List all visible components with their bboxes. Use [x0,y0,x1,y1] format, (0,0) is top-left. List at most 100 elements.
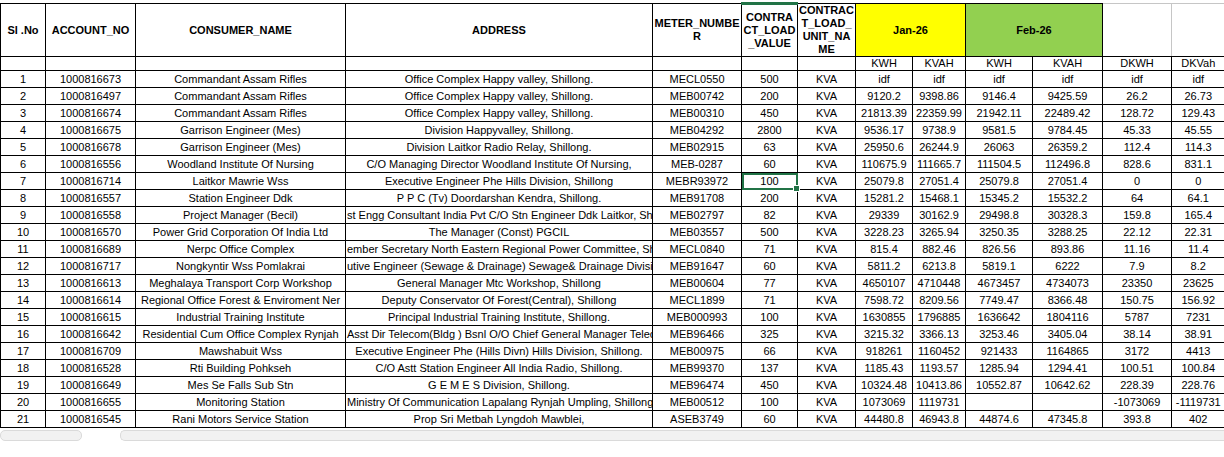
cell-jan-kvah[interactable]: 111665.7 [913,156,966,173]
cell-feb-kvah[interactable]: 893.86 [1033,241,1103,258]
cell-jan-kvah[interactable]: 30162.9 [913,207,966,224]
cell-dkwh[interactable]: 228.39 [1103,377,1172,394]
cell-dkwh[interactable]: 22.12 [1103,224,1172,241]
cell-sl-no[interactable]: 18 [1,360,46,377]
cell-dkwh[interactable]: 45.33 [1103,122,1172,139]
cell-sl-no[interactable]: 12 [1,258,46,275]
cell-meter-number[interactable]: MEB96474 [653,377,742,394]
cell-sl-no[interactable]: 11 [1,241,46,258]
cell-address[interactable]: Executive Engineer Phe (Hills Divn) Hill… [346,343,653,360]
cell-feb-kwh[interactable]: 1285.94 [966,360,1033,377]
cell-jan-kwh[interactable]: idf [856,71,913,88]
cell-jan-kvah[interactable]: 6213.8 [913,258,966,275]
cell-jan-kwh[interactable]: 815.4 [856,241,913,258]
subheader-blank[interactable] [136,57,346,71]
cell-meter-number[interactable]: MEB00742 [653,88,742,105]
cell-feb-kwh[interactable] [966,394,1033,411]
cell-jan-kwh[interactable]: 15281.2 [856,190,913,207]
cell-feb-kvah[interactable]: 112496.8 [1033,156,1103,173]
cell-feb-kwh[interactable]: 5819.1 [966,258,1033,275]
cell-jan-kvah[interactable]: 1193.57 [913,360,966,377]
cell-jan-kvah[interactable]: 10413.86 [913,377,966,394]
cell-jan-kvah[interactable]: 882.46 [913,241,966,258]
cell-address[interactable]: P P C (Tv) Doordarshan Kendra, Shillong. [346,190,653,207]
cell-consumer-name[interactable]: Meghalaya Transport Corp Workshop [136,275,346,292]
cell-feb-kvah[interactable] [1033,394,1103,411]
cell-feb-kwh[interactable]: 29498.8 [966,207,1033,224]
cell-account-no[interactable]: 1000816689 [46,241,136,258]
cell-feb-kwh[interactable]: 7749.47 [966,292,1033,309]
cell-dkwh[interactable]: 393.8 [1103,411,1172,428]
col-header-jan-26[interactable]: Jan-26 [856,4,966,57]
cell-feb-kwh[interactable]: 15345.2 [966,190,1033,207]
cell-sl-no[interactable]: 17 [1,343,46,360]
cell-feb-kvah[interactable]: 3288.25 [1033,224,1103,241]
cell-contract-load-unit-name[interactable]: KVA [798,190,856,207]
cell-contract-load-value[interactable]: 325 [742,326,798,343]
subheader-blank[interactable] [653,57,742,71]
cell-consumer-name[interactable]: Industrial Training Institute [136,309,346,326]
cell-jan-kwh[interactable]: 918261 [856,343,913,360]
cell-meter-number[interactable]: MEB02797 [653,207,742,224]
cell-jan-kvah[interactable]: 22359.99 [913,105,966,122]
cell-dkvah[interactable]: 26.73 [1172,88,1224,105]
cell-dkwh[interactable]: 828.6 [1103,156,1172,173]
cell-sl-no[interactable]: 4 [1,122,46,139]
cell-consumer-name[interactable]: Project Manager (Becil) [136,207,346,224]
cell-dkwh[interactable]: 5787 [1103,309,1172,326]
cell-contract-load-unit-name[interactable]: KVA [798,122,856,139]
cell-contract-load-unit-name[interactable]: KVA [798,326,856,343]
cell-meter-number[interactable]: MEB99370 [653,360,742,377]
cell-address[interactable]: utive Engineer (Sewage & Drainage) Sewag… [346,258,653,275]
cell-feb-kvah[interactable]: 30328.3 [1033,207,1103,224]
cell-feb-kvah[interactable]: 27051.4 [1033,173,1103,190]
cell-jan-kwh[interactable]: 21813.39 [856,105,913,122]
cell-contract-load-unit-name[interactable]: KVA [798,309,856,326]
cell-consumer-name[interactable]: Laitkor Mawrie Wss [136,173,346,190]
cell-feb-kwh[interactable]: 9146.4 [966,88,1033,105]
cell-dkvah[interactable]: -1119731 [1172,394,1224,411]
cell-contract-load-value[interactable]: 137 [742,360,798,377]
cell-sl-no[interactable]: 6 [1,156,46,173]
cell-address[interactable]: Ministry Of Communication Lapalang Rynja… [346,394,653,411]
cell-consumer-name[interactable]: Woodland Institute Of Nursing [136,156,346,173]
cell-jan-kwh[interactable]: 29339 [856,207,913,224]
cell-feb-kvah[interactable]: idf [1033,71,1103,88]
cell-address[interactable]: General Manager Mtc Workshop, Shillong [346,275,653,292]
cell-account-no[interactable]: 1000816675 [46,122,136,139]
cell-dkwh[interactable]: 100.51 [1103,360,1172,377]
cell-dkvah[interactable]: 7231 [1172,309,1224,326]
cell-meter-number[interactable]: MEB000993 [653,309,742,326]
cell-feb-kwh[interactable]: 26063 [966,139,1033,156]
cell-consumer-name[interactable]: Nerpc Office Complex [136,241,346,258]
cell-address[interactable]: Division Laitkor Radio Relay, Shillong. [346,139,653,156]
cell-account-no[interactable]: 1000816615 [46,309,136,326]
cell-dkvah[interactable]: 11.4 [1172,241,1224,258]
cell-meter-number[interactable]: MEB91647 [653,258,742,275]
cell-consumer-name[interactable]: Monitoring Station [136,394,346,411]
cell-address[interactable]: Office Complex Happy valley, Shillong. [346,88,653,105]
cell-account-no[interactable]: 1000816649 [46,377,136,394]
cell-contract-load-value[interactable]: 71 [742,292,798,309]
cell-meter-number[interactable]: MEB00512 [653,394,742,411]
subheader-jan-kvah[interactable]: KVAH [913,57,966,71]
cell-feb-kvah[interactable]: 3405.04 [1033,326,1103,343]
cell-feb-kvah[interactable]: 47345.8 [1033,411,1103,428]
cell-sl-no[interactable]: 21 [1,411,46,428]
cell-jan-kvah[interactable]: 27051.4 [913,173,966,190]
cell-feb-kvah[interactable]: 1294.41 [1033,360,1103,377]
cell-sl-no[interactable]: 5 [1,139,46,156]
cell-consumer-name[interactable]: Station Engineer Ddk [136,190,346,207]
cell-contract-load-value[interactable]: 500 [742,224,798,241]
cell-feb-kwh[interactable]: 4673457 [966,275,1033,292]
cell-consumer-name[interactable]: Rani Motors Service Station [136,411,346,428]
cell-jan-kwh[interactable]: 7598.72 [856,292,913,309]
cell-contract-load-value[interactable]: 450 [742,377,798,394]
cell-feb-kwh[interactable]: 44874.6 [966,411,1033,428]
cell-dkwh[interactable]: 7.9 [1103,258,1172,275]
cell-feb-kvah[interactable]: 1164865 [1033,343,1103,360]
cell-jan-kwh[interactable]: 3228.23 [856,224,913,241]
cell-contract-load-unit-name[interactable]: KVA [798,241,856,258]
subheader-feb-kvah[interactable]: KVAH [1033,57,1103,71]
cell-dkwh[interactable]: -1073069 [1103,394,1172,411]
